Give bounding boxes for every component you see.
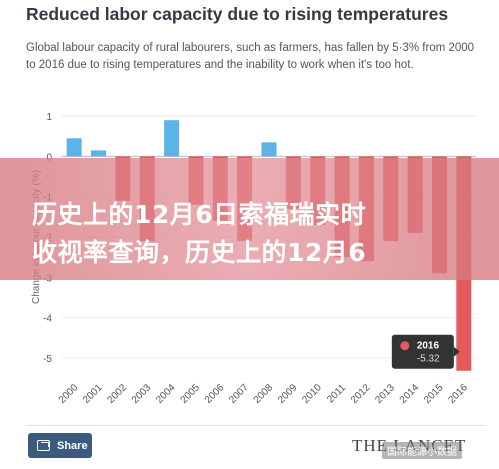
tooltip-value: -5.32 [417,354,440,365]
x-tick-label: 2009 [276,382,300,406]
share-button[interactable]: Share [28,433,92,458]
overlay-line-1: 历史上的12月6日索福瑞实时 [32,200,367,229]
x-tick-label: 2004 [154,382,178,406]
bar-2004 [164,120,180,157]
x-tick-label: 2002 [105,382,129,406]
tooltip-dot [400,341,410,351]
x-tick-label: 2012 [349,382,373,406]
y-tick-label: -5 [43,354,52,365]
overlay-banner [0,158,499,280]
bar-2000 [66,138,82,157]
x-tick-label: 2011 [325,382,348,405]
x-tick-label: 2007 [227,382,251,406]
bar-2001 [91,150,107,157]
chart-title: Reduced labor capacity due to rising tem… [26,4,449,24]
x-tick-label: 2013 [373,382,397,406]
tooltip-pointer [453,346,460,357]
chart-subtitle: Global labour capacity of rural labourer… [26,42,475,71]
bar-2008 [261,142,277,157]
x-tick-label: 2000 [57,382,81,406]
y-tick-label: 1 [46,112,52,123]
x-tick-label: 2003 [130,382,154,406]
x-tick-label: 2008 [252,382,276,406]
y-tick-label: -4 [43,314,52,325]
x-tick-label: 2006 [203,382,227,406]
y-tick-label: 0 [46,152,52,163]
tooltip-year: 2016 [417,341,440,352]
x-tick-label: 2015 [422,382,446,406]
share-label: Share [57,439,88,452]
x-tick-label: 2016 [446,382,470,406]
overlay-headline: 历史上的12月6日索福瑞实时 收视率查询，历史上的12月6 [32,196,472,272]
x-tick-label: 2014 [398,382,422,406]
overlay-line-2: 收视率查询，历史上的12月6 [32,238,367,267]
x-tick-label: 2010 [300,382,324,406]
share-icon [37,440,50,451]
x-tick-label: 2005 [179,382,203,406]
footer-divider [26,425,486,426]
watermark: 国际能源小数据 [382,442,462,459]
x-tick-label: 2001 [81,382,105,406]
